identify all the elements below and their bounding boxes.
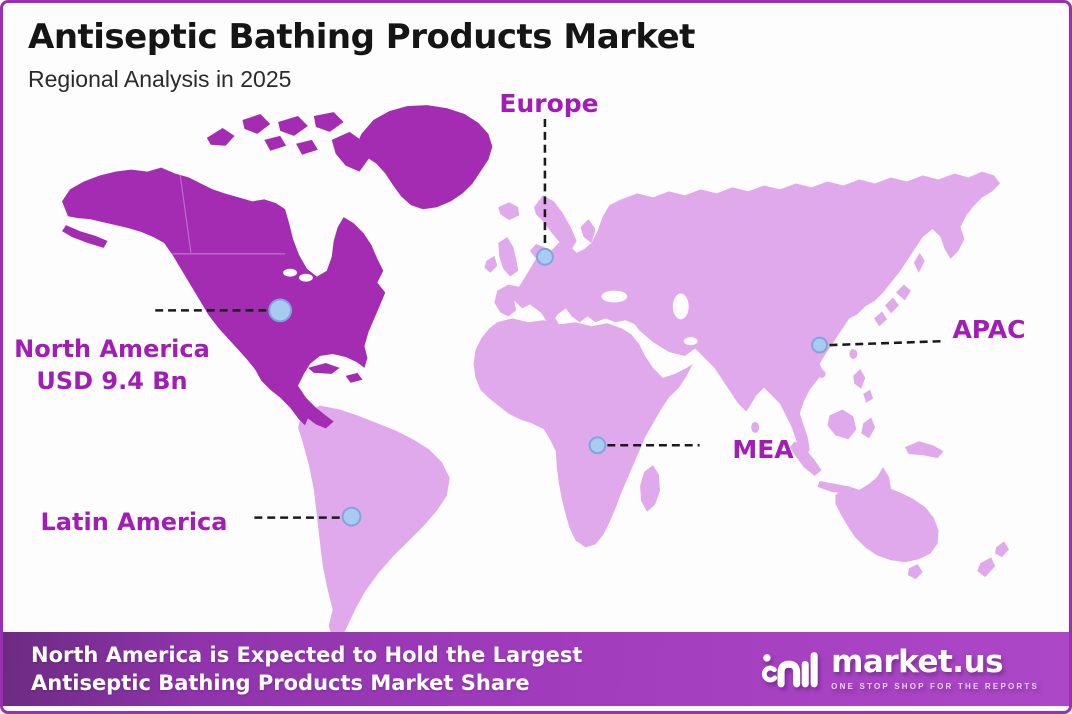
brand-tagline: ONE STOP SHOP FOR THE REPORTS	[831, 682, 1039, 691]
new-guinea-landmass	[904, 441, 944, 459]
japan-islands	[874, 252, 925, 327]
scandinavia-landmass	[534, 195, 577, 251]
baffin-island	[331, 131, 370, 172]
label-latin-america: Latin America	[40, 508, 228, 536]
world-map-svg	[62, 105, 1009, 639]
black-sea	[601, 290, 628, 303]
footer-headline-line2: Antiseptic Bathing Products Market Share	[31, 671, 530, 695]
label-mea: MEA	[732, 435, 794, 464]
map-details	[166, 173, 325, 282]
new-zealand-south	[977, 557, 996, 578]
sumatra-landmass	[789, 441, 822, 476]
marker-europe[interactable]	[536, 247, 554, 266]
philippines-islands	[853, 368, 874, 403]
great-lake	[283, 268, 298, 277]
australia-landmass	[835, 467, 939, 563]
page-subtitle: Regional Analysis in 2025	[28, 66, 292, 92]
great-lake	[299, 273, 313, 282]
south-america-landmass	[298, 405, 450, 639]
alaska-border	[179, 173, 192, 253]
ireland-landmass	[484, 255, 498, 273]
iceland-landmass	[498, 202, 520, 221]
tasmania-landmass	[907, 564, 923, 580]
marketus-logo-icon	[762, 652, 818, 688]
connector-lines	[155, 119, 944, 519]
header: Antiseptic Bathing Products Market Regio…	[28, 17, 695, 93]
world-map	[3, 3, 1069, 711]
arabia-landmass	[629, 310, 696, 357]
great-lake	[314, 267, 325, 274]
marker-apac[interactable]	[811, 336, 829, 354]
brand-text: market.us ONE STOP SHOP FOR THE REPORTS	[831, 647, 1039, 691]
new-zealand-north	[995, 541, 1009, 558]
uk-landmass	[498, 237, 519, 277]
greenland-landmass	[353, 105, 493, 210]
connector-apac	[829, 339, 944, 347]
footer-bar: North America is Expected to Hold the La…	[3, 632, 1069, 706]
footer-headline: North America is Expected to Hold the La…	[31, 641, 582, 698]
marker-mea[interactable]	[588, 436, 607, 455]
eurasia-landmass	[494, 171, 1001, 460]
label-apac: APAC	[952, 315, 1026, 344]
page-title: Antiseptic Bathing Products Market	[28, 17, 695, 57]
caspian-sea	[672, 293, 689, 320]
location-markers	[268, 247, 829, 527]
brand-logo[interactable]: market.us ONE STOP SHOP FOR THE REPORTS	[761, 643, 1039, 695]
base-landmasses	[298, 171, 1009, 639]
footer-headline-line1: North America is Expected to Hold the La…	[31, 642, 583, 667]
north-america-mainland	[62, 167, 386, 429]
brand-name: market.us	[831, 644, 1004, 680]
borneo-landmass	[827, 409, 857, 440]
sri-lanka-island	[751, 421, 760, 433]
hainan-island	[817, 369, 826, 378]
marker-north-america[interactable]	[268, 298, 293, 323]
africa-landmass	[473, 318, 693, 548]
sulawesi-landmass	[861, 417, 876, 439]
label-north-america-value: USD 9.4 Bn	[36, 366, 188, 395]
label-north-america-name: North America	[14, 335, 210, 363]
java-landmass	[817, 480, 851, 494]
caribbean-islands	[307, 362, 363, 383]
label-north-america: North America USD 9.4 Bn	[9, 334, 215, 397]
highlighted-north-america	[62, 105, 493, 429]
label-europe: Europe	[499, 89, 599, 118]
persian-gulf	[683, 337, 698, 346]
aleutian-tail	[62, 225, 108, 248]
taiwan-island	[849, 349, 858, 359]
arctic-islands	[206, 112, 344, 155]
marker-latin-america[interactable]	[341, 506, 362, 527]
madagascar-landmass	[640, 465, 660, 512]
inland-seas	[601, 290, 698, 346]
finland-landmass	[580, 219, 596, 243]
